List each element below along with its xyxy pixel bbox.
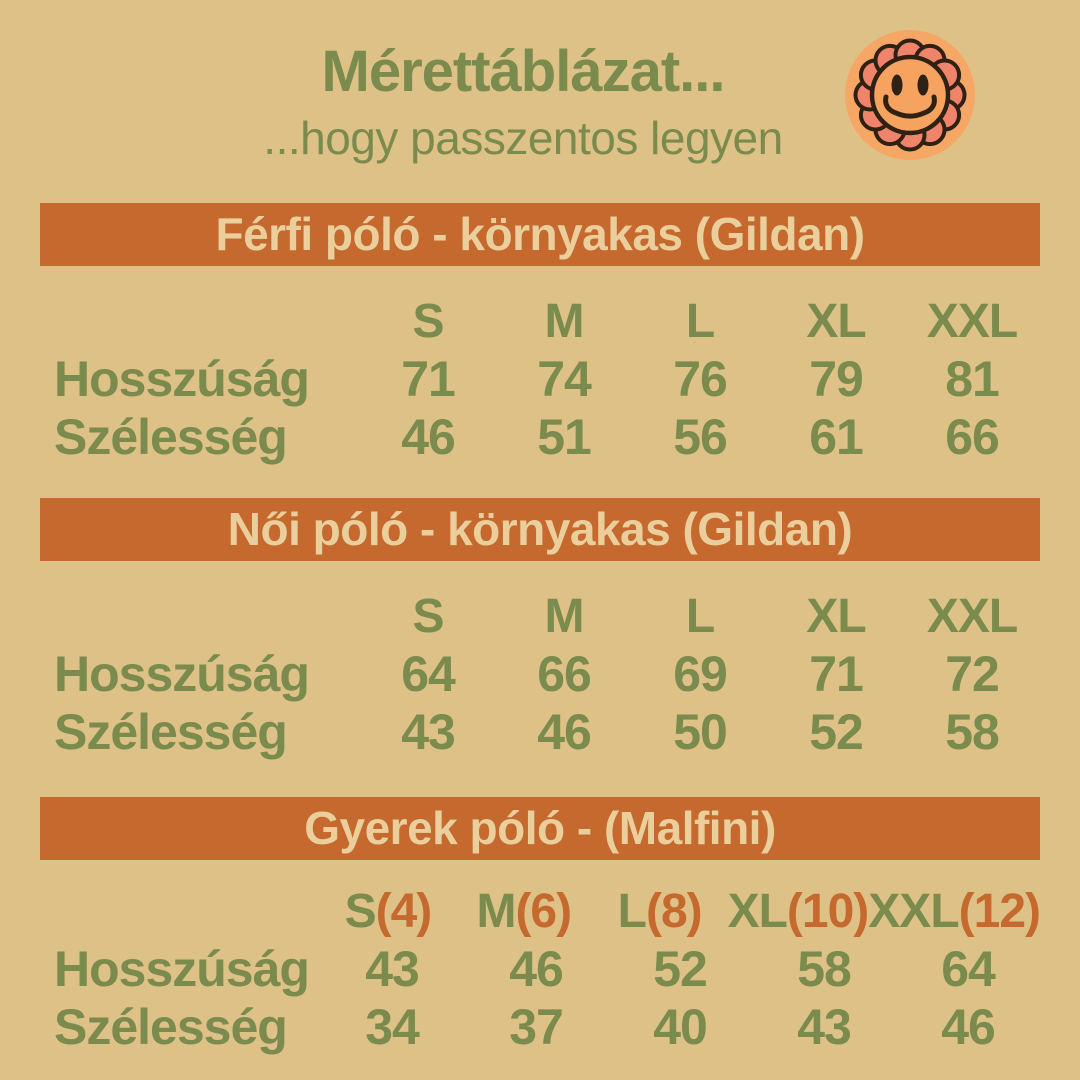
value-cell: 56 [673,409,728,465]
size-note: (8) [645,884,703,938]
size-label: M [476,884,516,938]
value-cell: 61 [809,409,864,465]
size-label: S [412,589,444,643]
value-cell: 52 [653,941,708,997]
size-table-section-noi: Női póló - környakas (Gildan) S M L XL X… [40,498,1040,761]
value-cell: 71 [401,351,456,407]
column-header: L(8) [592,884,728,939]
value-cell: 46 [509,941,564,997]
table-title-bar: Gyerek póló - (Malfini) [40,797,1040,860]
value-cell: 34 [365,999,420,1055]
size-label: L [685,589,715,643]
value-cell: 79 [809,351,864,407]
value-cell: 74 [537,351,592,407]
size-label: L [685,294,715,348]
column-header: S(4) [320,884,456,939]
size-note: (10) [786,884,869,938]
flower-smile [883,94,937,119]
column-header: XXL(12) [868,884,1041,939]
value-cell: 46 [537,704,592,760]
size-label: XL [806,589,866,643]
row-label: Hosszúság [54,941,310,997]
flower-right-eye [917,74,929,96]
value-cell: 43 [401,704,456,760]
column-header: M [496,589,632,644]
size-label: M [544,294,585,348]
column-header: XXL [904,294,1040,349]
value-cell: 50 [673,704,728,760]
size-table-section-ferfi: Férfi póló - környakas (Gildan) S M L XL… [40,203,1040,466]
value-cell: 66 [537,646,592,702]
size-label: S [412,294,444,348]
value-cell: 69 [673,646,728,702]
row-label: Szélesség [54,409,288,465]
column-header: XXL [904,589,1040,644]
value-cell: 46 [941,999,996,1055]
header: Mérettáblázat... ...hogy passzentos legy… [0,0,1080,165]
table-row: Hosszúság 64 66 69 71 72 [40,645,1040,703]
size-label: S [344,884,377,938]
table-row: Szélesség 43 46 50 52 58 [40,703,1040,761]
value-cell: 66 [945,409,1000,465]
size-label: XL [727,884,788,938]
column-header: S [360,589,496,644]
flower-smiley-svg [845,30,975,160]
table-row: Hosszúság 71 74 76 79 81 [40,350,1040,408]
table-row: Szélesség 46 51 56 61 66 [40,408,1040,466]
column-header: XL(10) [727,884,870,939]
column-header: L [632,294,768,349]
row-label: Szélesség [54,999,288,1055]
column-header: XL [768,294,904,349]
table-row: Szélesség 34 37 40 43 46 [40,998,1040,1056]
table-title: Gyerek póló - (Malfini) [304,802,776,854]
value-cell: 51 [537,409,592,465]
value-cell: 37 [509,999,564,1055]
page-title: Mérettáblázat... [321,39,726,104]
size-table-section-gyerek: Gyerek póló - (Malfini) S(4) M(6) L(8) X… [40,797,1041,1056]
column-header: XL [768,589,904,644]
value-cell: 76 [673,351,728,407]
table-title-bar: Női póló - környakas (Gildan) [40,498,1040,561]
flower-face [869,54,951,136]
value-cell: 81 [945,351,1000,407]
size-note: (6) [515,884,572,938]
value-cell: 64 [401,646,456,702]
size-label: XXL [926,294,1018,348]
size-label: L [617,884,647,938]
value-cell: 43 [365,941,420,997]
value-cell: 46 [401,409,456,465]
value-cell: 43 [797,999,852,1055]
size-note: (4) [375,884,433,938]
column-header: M [496,294,632,349]
size-note: (12) [958,884,1041,938]
value-cell: 72 [945,646,1000,702]
value-cell: 52 [809,704,864,760]
row-label: Hosszúság [54,351,310,407]
table-header-row: S(4) M(6) L(8) XL(10) XXL(12) [40,882,1041,940]
row-label: Szélesség [54,704,288,760]
size-label: XXL [926,589,1018,643]
size-label: M [544,589,585,643]
value-cell: 64 [941,941,996,997]
row-label: Hosszúság [54,646,310,702]
table-title: Férfi póló - környakas (Gildan) [215,208,865,260]
value-cell: 40 [653,999,708,1055]
column-header: L [632,589,768,644]
size-label: XL [806,294,866,348]
flower-smiley-icon [843,28,977,162]
table-header-row: S M L XL XXL [40,292,1040,350]
value-cell: 71 [809,646,864,702]
column-header: S [360,294,496,349]
value-cell: 58 [945,704,1000,760]
value-cell: 58 [797,941,852,997]
table-header-row: S M L XL XXL [40,587,1040,645]
size-label: XXL [868,884,959,938]
table-title: Női póló - környakas (Gildan) [227,503,853,555]
table-title-bar: Férfi póló - környakas (Gildan) [40,203,1040,266]
table-row: Hosszúság 43 46 52 58 64 [40,940,1040,998]
page-subtitle: ...hogy passzentos legyen [263,112,783,164]
column-header: M(6) [456,884,592,939]
flower-left-eye [891,74,903,96]
